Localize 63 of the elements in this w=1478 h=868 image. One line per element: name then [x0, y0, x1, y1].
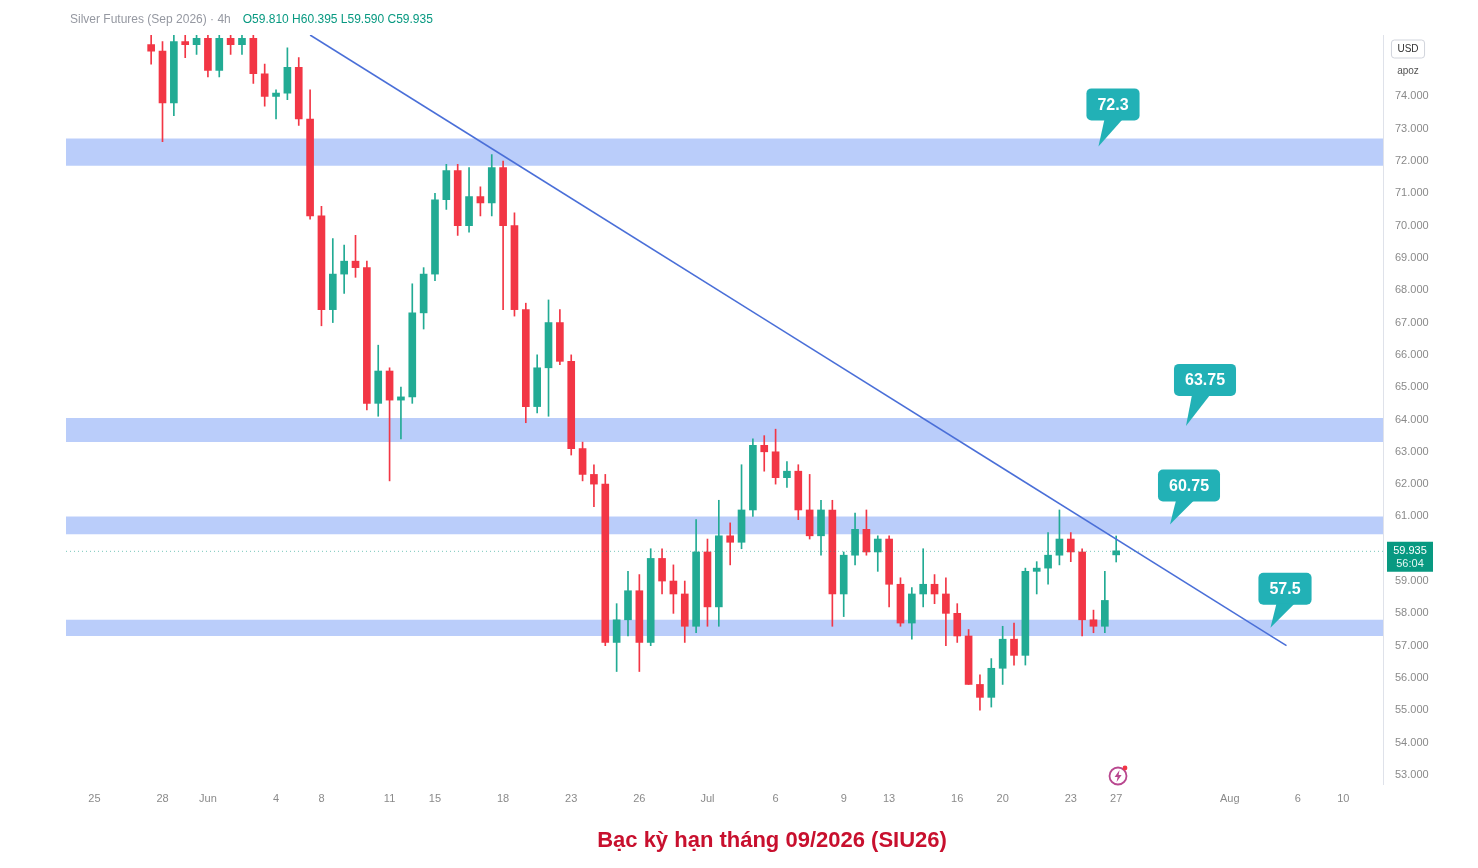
x-tick-label: 10	[1337, 792, 1350, 805]
x-tick-label: 6	[772, 792, 779, 805]
x-tick-label: 9	[840, 792, 847, 805]
y-tick-label: 65.000	[1395, 380, 1429, 393]
candlestick	[919, 548, 928, 608]
y-tick-label: 72.000	[1395, 154, 1429, 167]
ref-line-label: 59.935	[1393, 543, 1427, 556]
candlestick	[1044, 532, 1052, 585]
y-tick-label: 73.000	[1395, 121, 1429, 134]
y-tick-label: 63.000	[1395, 444, 1429, 457]
x-tick-label: 6	[1294, 792, 1301, 805]
text: apoz	[1397, 64, 1419, 76]
text: USD	[1397, 42, 1419, 54]
x-tick-label: 13	[883, 792, 896, 805]
y-tick-label: 58.000	[1395, 606, 1429, 619]
x-tick-label: 4	[272, 792, 280, 805]
text: O59.810 H60.395 L59.590 C59.935	[242, 12, 434, 27]
candlestick	[181, 35, 190, 58]
band-label: 72.3	[1097, 95, 1129, 113]
y-tick-label: 55.000	[1395, 703, 1429, 716]
y-tick-label: 53.000	[1395, 767, 1429, 780]
y-tick-label: 56.000	[1395, 671, 1429, 684]
y-tick-label: 54.000	[1395, 735, 1429, 748]
x-tick-label: 25	[88, 792, 101, 805]
x-tick-label: 28	[156, 792, 169, 805]
text: 56:04	[1396, 556, 1424, 569]
x-tick-label: 26	[633, 792, 646, 805]
y-tick-label: 74.000	[1395, 89, 1429, 102]
candlestick	[760, 435, 769, 472]
y-tick-label: 71.000	[1395, 186, 1429, 199]
x-tick-label: 15	[428, 792, 442, 805]
y-tick-label: 61.000	[1395, 509, 1429, 522]
x-tick-label: 8	[318, 792, 325, 805]
band-label: 57.5	[1269, 580, 1301, 598]
candlestick	[147, 35, 155, 65]
candlestick	[1032, 561, 1041, 595]
x-tick-label: Aug	[1219, 792, 1240, 805]
band-label: 63.75	[1184, 371, 1226, 389]
y-tick-label: 68.000	[1395, 283, 1429, 296]
x-tick-label: 23	[565, 792, 578, 805]
x-tick-label: 27	[1110, 792, 1123, 805]
x-tick-label: 23	[1064, 792, 1077, 805]
y-tick-label: 59.000	[1395, 574, 1429, 587]
candlestick	[590, 464, 598, 508]
x-tick-label: 16	[951, 792, 964, 805]
y-tick-label: 67.000	[1395, 315, 1429, 328]
y-tick-label: 62.000	[1395, 477, 1429, 490]
y-tick-label: 66.000	[1395, 347, 1429, 360]
x-tick-label: 11	[383, 792, 396, 805]
text: Bạc kỳ hạn tháng 09/2026 (SIU26)	[597, 826, 947, 852]
band-label: 60.75	[1168, 476, 1210, 494]
y-tick-label: 70.000	[1395, 218, 1429, 231]
candlestick	[272, 89, 280, 120]
y-tick-label: 64.000	[1395, 412, 1429, 425]
candlestick	[726, 522, 735, 566]
y-tick-label: 57.000	[1395, 638, 1429, 651]
x-tick-label: 20	[996, 792, 1009, 805]
x-tick-label: 18	[496, 792, 510, 805]
x-tick-label: Jun	[199, 792, 217, 805]
y-tick-label: 69.000	[1395, 250, 1429, 263]
text: Silver Futures (Sep 2026) · 4h	[70, 12, 231, 27]
candlestick	[783, 461, 791, 488]
x-tick-label: Jul	[700, 792, 715, 805]
